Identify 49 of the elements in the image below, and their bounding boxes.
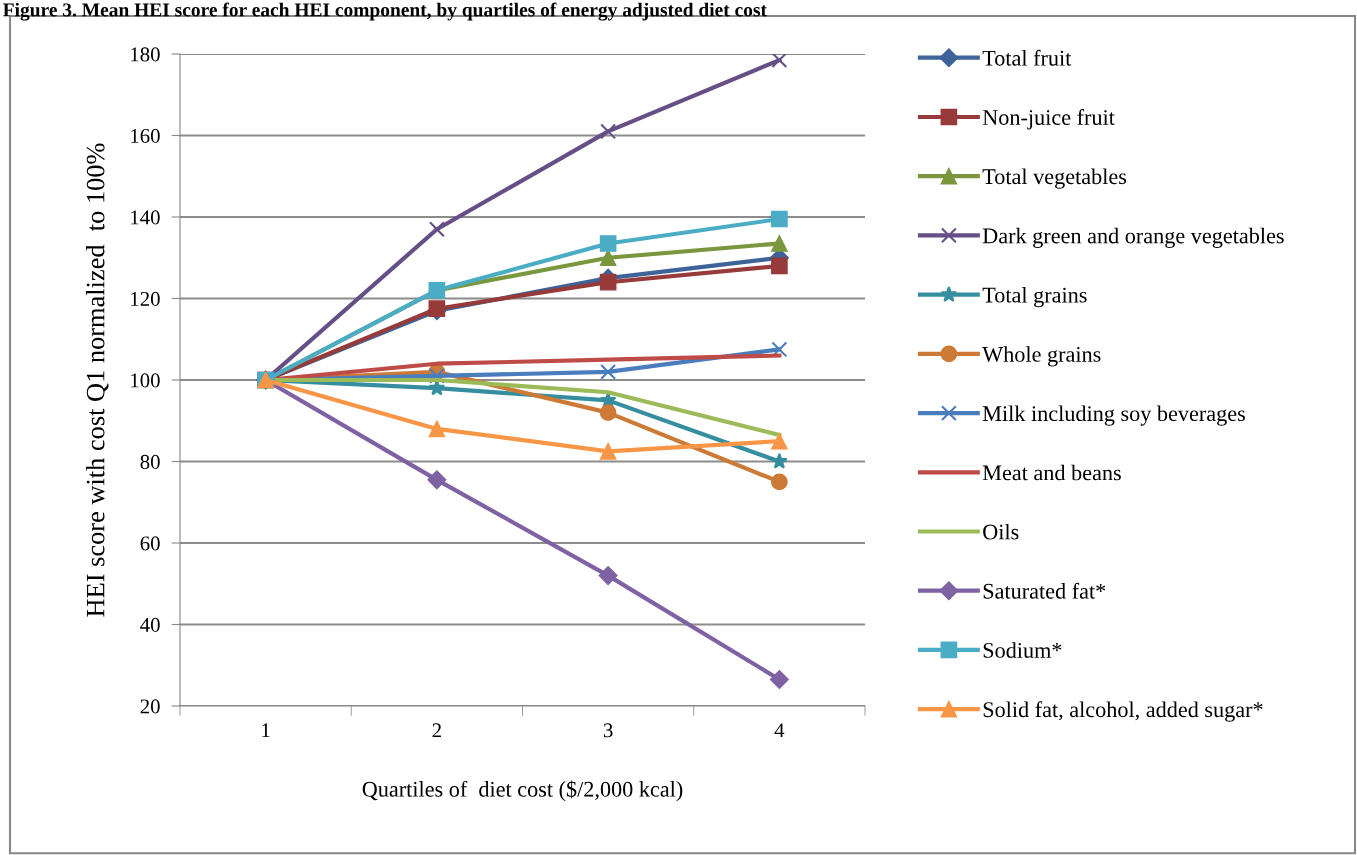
point bbox=[600, 363, 617, 380]
y-tick-label: 40 bbox=[140, 617, 160, 632]
point bbox=[599, 442, 617, 460]
point bbox=[598, 566, 618, 586]
legend-label: Dark green and orange vegetables bbox=[982, 227, 1284, 248]
point bbox=[599, 404, 617, 421]
point bbox=[771, 210, 788, 228]
point bbox=[428, 420, 446, 438]
point bbox=[771, 54, 788, 69]
legend-label: Whole grains bbox=[982, 346, 1101, 367]
point bbox=[427, 470, 447, 490]
chart-title: Figure 3. Mean HEI score for each HEI component, by quartiles of energy adjusted diet cost bbox=[3, 2, 767, 21]
point bbox=[771, 341, 788, 358]
x-tick-label: 2 bbox=[432, 723, 441, 738]
point bbox=[428, 367, 445, 384]
legend-label: Milk including soy beverages bbox=[982, 405, 1245, 426]
y-tick-label: 160 bbox=[131, 128, 160, 143]
legend-label: Meat and beans bbox=[982, 464, 1121, 481]
point bbox=[599, 249, 617, 267]
y-tick-label: 20 bbox=[140, 699, 160, 714]
point bbox=[771, 432, 788, 450]
legend-label: Non-juice fruit bbox=[982, 109, 1115, 130]
x-tick-label: 3 bbox=[603, 723, 613, 738]
legend-label: Oils bbox=[983, 523, 1019, 540]
point bbox=[771, 452, 788, 469]
y-tick-label: 60 bbox=[140, 536, 160, 551]
y-tick-label: 140 bbox=[131, 210, 160, 225]
legend-label: Solid fat, alcohol, added sugar* bbox=[983, 701, 1263, 722]
legend-label: Saturated fat* bbox=[983, 582, 1106, 599]
point bbox=[599, 273, 617, 291]
legend-label: Total fruit bbox=[982, 49, 1072, 66]
y-tick-label: 120 bbox=[131, 291, 160, 306]
point bbox=[771, 257, 788, 275]
y-axis-title: HEI score with cost Q1 normalized to 100% bbox=[85, 143, 109, 617]
legend-label: Total grains bbox=[982, 286, 1087, 308]
y-tick-label: 80 bbox=[140, 454, 160, 469]
point bbox=[599, 235, 617, 252]
x-axis-title: Quartiles of diet cost ($/2,000 kcal) bbox=[362, 780, 683, 802]
x-tick-label: 4 bbox=[774, 723, 785, 738]
point bbox=[769, 669, 789, 690]
point bbox=[771, 235, 788, 252]
point bbox=[771, 473, 788, 491]
y-tick-label: 100 bbox=[131, 373, 160, 388]
y-tick-label: 180 bbox=[131, 47, 160, 62]
x-tick-label: 1 bbox=[262, 723, 270, 738]
point bbox=[428, 221, 445, 238]
point bbox=[600, 123, 617, 140]
legend-label: Total vegetables bbox=[982, 168, 1127, 189]
legend-label: Sodium* bbox=[983, 642, 1062, 658]
